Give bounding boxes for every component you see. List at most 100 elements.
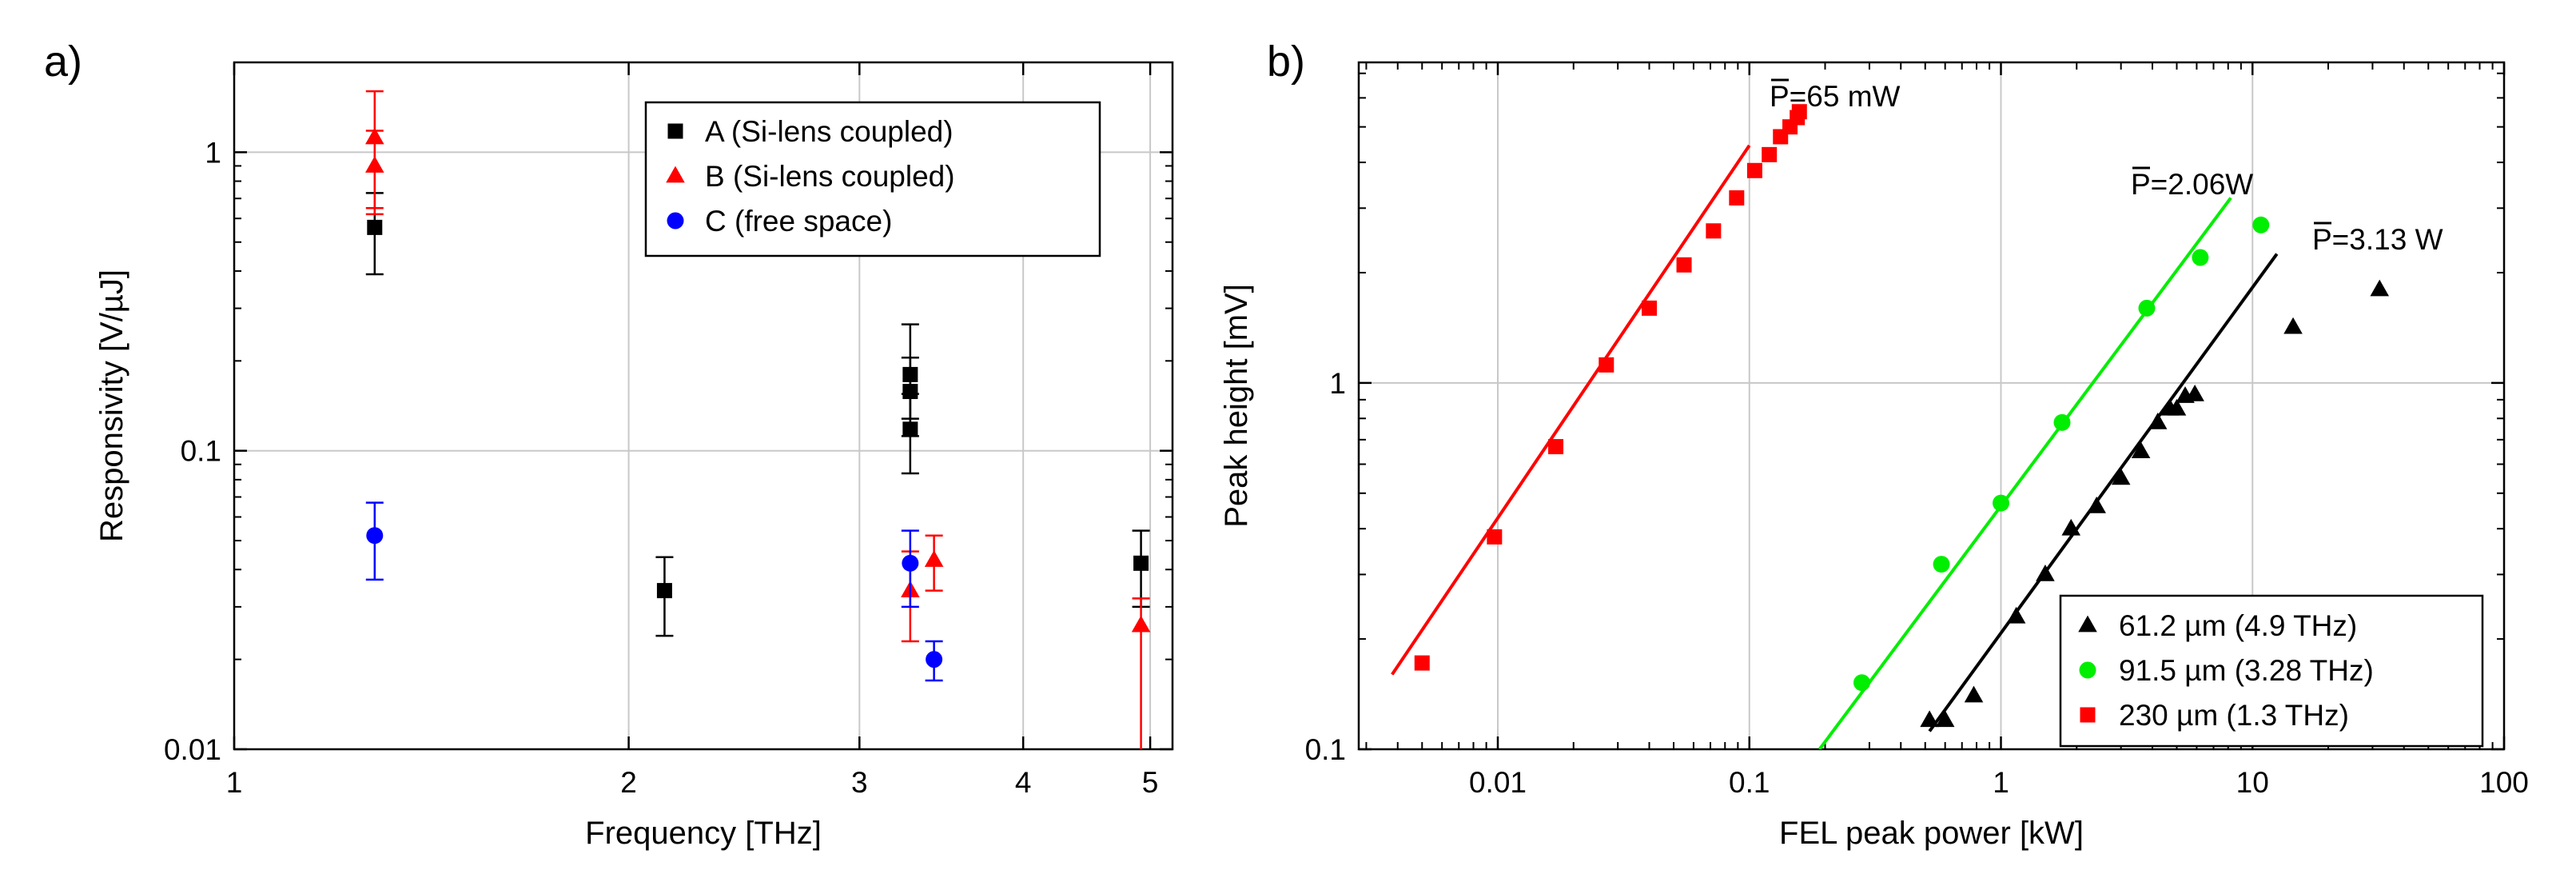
legend-marker (2080, 707, 2096, 723)
power-annotation: P=65 mW (1770, 80, 1901, 113)
data-area (365, 90, 1151, 749)
data-point (1729, 190, 1745, 206)
ticks (233, 62, 1173, 751)
data-point (2283, 317, 2303, 334)
data-point (2185, 384, 2204, 401)
data-point (1676, 257, 1692, 273)
x-tick-label: 0.01 (1469, 766, 1527, 799)
legend-marker (666, 166, 685, 183)
data-point (656, 583, 672, 599)
power-annotation: P=2.06W (2131, 168, 2253, 201)
x-tick-label: 5 (1142, 766, 1159, 799)
plot-frame (1357, 61, 2506, 751)
legend-box (644, 101, 1101, 257)
x-tick-label: 0.1 (1729, 766, 1770, 799)
data-point (1642, 300, 1658, 316)
data-point (1920, 710, 1939, 728)
data-point (2252, 216, 2270, 233)
data-point (1853, 674, 1870, 692)
data-point (365, 156, 384, 173)
legend-marker (2078, 615, 2097, 633)
x-axis-label: FEL peak power [kW] (1779, 816, 2084, 851)
legend-label: A (Si-lens coupled) (705, 115, 954, 148)
fit-line (1818, 197, 2232, 749)
legend: 61.2 µm (4.9 THz) 91.5 µm (3.28 THz) 230 µ… (2059, 594, 2484, 748)
data-point (1964, 685, 1984, 703)
data-point (1133, 555, 1149, 571)
plot-frame (233, 61, 1174, 751)
x-tick-label: 1 (226, 766, 243, 799)
data-point (926, 651, 943, 668)
panel-a: 1 2 3 4 5 0.01 0.1 1 Frequency [THz] Responsivity… (44, 38, 1174, 851)
panel-label: b) (1267, 38, 1305, 86)
y-axis-label: Peak height [mV] (1219, 284, 1254, 528)
legend-label: 61.2 µm (4.9 THz) (2119, 609, 2357, 642)
data-point (1791, 104, 1807, 120)
data-point (1993, 494, 2010, 512)
data-point (367, 219, 383, 235)
x-tick-label: 10 (2236, 766, 2269, 799)
data-point (1933, 556, 1950, 573)
data-point (1487, 529, 1503, 545)
series-0 (1920, 253, 2390, 732)
data-point (2192, 249, 2209, 266)
legend: A (Si-lens coupled) B (Si-lens coupled) C … (644, 101, 1101, 257)
data-point (1935, 710, 1955, 728)
x-tick-label: 4 (1015, 766, 1032, 799)
x-tick-label: 1 (1993, 766, 2009, 799)
fit-line (1928, 253, 2279, 732)
y-tick-label: 0.01 (164, 733, 221, 766)
ticks (1359, 62, 2506, 751)
data-point (1131, 615, 1151, 633)
series-2 (1391, 104, 1807, 676)
data-point (2148, 412, 2168, 429)
data-point (2006, 606, 2026, 624)
x-tick-label: 100 (2479, 766, 2529, 799)
legend-label: 91.5 µm (3.28 THz) (2119, 654, 2374, 687)
data-point (2087, 497, 2106, 513)
legend-label: B (Si-lens coupled) (705, 160, 955, 193)
legend-marker (667, 123, 683, 139)
data-point (1599, 357, 1614, 373)
power-annotation: P=3.13 W (2312, 223, 2443, 256)
data-point (2036, 565, 2055, 581)
x-tick-label: 2 (620, 766, 637, 799)
panel-b: 0.01 0.1 1 10 100 0.1 1 FEL peak power [kW] Peak… (1219, 38, 2529, 851)
data-point (924, 550, 944, 567)
series-1 (1818, 197, 2270, 749)
data-point (2131, 441, 2151, 458)
y-axis-label: Responsivity [V/µJ] (94, 269, 129, 542)
data-point (902, 554, 919, 572)
x-axis-label: Frequency [THz] (585, 816, 822, 851)
data-point (2167, 398, 2187, 416)
data-point (2061, 518, 2081, 536)
data-point (1414, 655, 1430, 671)
data-point (2138, 299, 2156, 317)
data-area (1391, 104, 2390, 749)
data-point (2370, 279, 2390, 297)
data-point (1548, 439, 1564, 455)
data-point (902, 421, 918, 437)
legend-box (2059, 594, 2484, 748)
legend-marker (667, 212, 684, 229)
fit-line (1391, 144, 1751, 676)
y-tick-label: 1 (1329, 367, 1346, 400)
legend-label: C (free space) (705, 205, 892, 237)
data-point (366, 527, 384, 545)
data-point (902, 384, 918, 400)
x-tick-label: 3 (851, 766, 868, 799)
series-0 (365, 192, 1150, 637)
y-tick-label: 0.1 (181, 435, 221, 468)
series-2 (365, 501, 943, 682)
legend-marker (2079, 661, 2096, 679)
data-point (2053, 413, 2071, 431)
panel-label: a) (44, 38, 82, 86)
y-tick-label: 1 (205, 136, 221, 169)
data-point (1762, 146, 1778, 162)
data-point (2111, 468, 2131, 485)
legend-label: 230 µm (1.3 THz) (2119, 699, 2349, 732)
data-point (1746, 162, 1762, 178)
y-tick-label: 0.1 (1305, 733, 1346, 766)
data-point (1706, 223, 1722, 239)
